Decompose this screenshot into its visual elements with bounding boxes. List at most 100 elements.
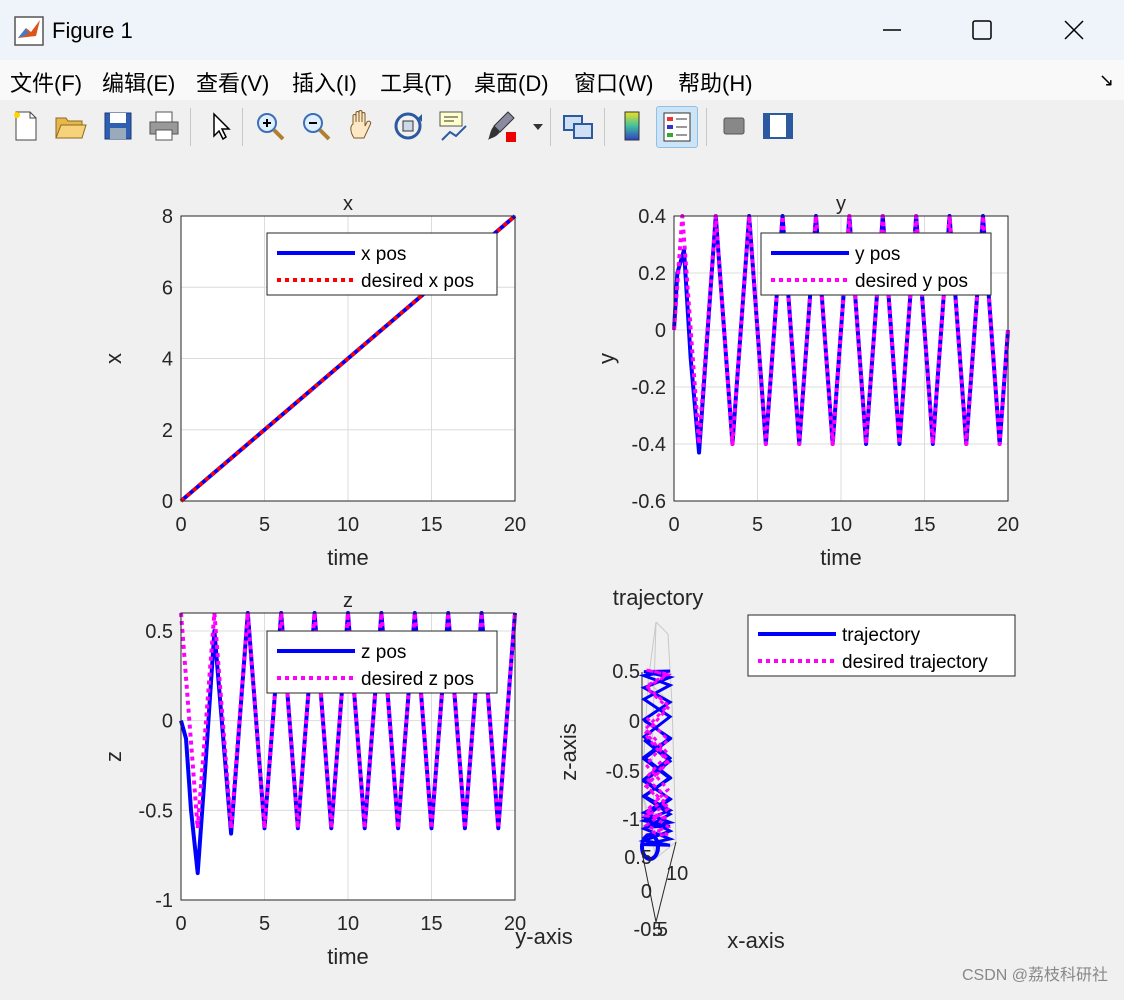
colorbar-icon[interactable] [614, 108, 650, 144]
show-plot-tools-icon[interactable] [760, 108, 796, 144]
menu-edit[interactable]: 编辑(E) [102, 71, 176, 96]
legend-label: trajectory [842, 625, 921, 646]
hide-plot-tools-icon[interactable] [716, 108, 752, 144]
x-tick-label: 5 [259, 913, 270, 935]
menu-insert[interactable]: 插入(I) [292, 71, 357, 96]
legend-label: desired y pos [855, 271, 968, 292]
menu-desktop[interactable]: 桌面(D) [474, 71, 549, 96]
toolbar-separator [604, 108, 605, 146]
z-tick-label: -0.5 [606, 761, 640, 783]
wireframe-line [655, 621, 669, 635]
y-tick-label: -0.5 [139, 800, 173, 822]
y-axis-label: y [594, 353, 619, 364]
z-tick-label: 0 [629, 711, 640, 733]
legend-box [266, 630, 498, 694]
y-tick-label: 6 [162, 277, 173, 299]
menu-window[interactable]: 窗口(W) [574, 71, 654, 96]
legend-label: z pos [361, 642, 406, 663]
maximize-button[interactable] [952, 6, 1012, 54]
legend-box [760, 232, 992, 296]
menu-help[interactable]: 帮助(H) [678, 71, 753, 96]
y-tick-label: 0.5 [145, 621, 173, 643]
y-axis-label: z [101, 751, 126, 762]
series-line [179, 214, 517, 503]
y-tick-label: -0.4 [632, 434, 666, 456]
x-axis-line [655, 841, 677, 923]
y-tick-label: 0 [162, 711, 173, 733]
x-tick-label: 0 [175, 514, 186, 536]
menu-view[interactable]: 查看(V) [196, 71, 270, 96]
menu-tools[interactable]: 工具(T) [380, 71, 453, 96]
zoom-in-icon[interactable] [252, 108, 288, 144]
y-tick-label: 2 [162, 420, 173, 442]
y-tick-label: 0.5 [624, 847, 652, 869]
menu-bar: 文件(F) 编辑(E) 查看(V) 插入(I) 工具(T) 桌面(D) 窗口(W… [0, 60, 1124, 100]
x-tick-label: 10 [337, 913, 359, 935]
zoom-out-icon[interactable] [298, 108, 334, 144]
toolbar [0, 100, 1124, 153]
axes-frame [673, 215, 1009, 502]
axes-title: y [836, 193, 846, 215]
z-tick-label: -1 [622, 809, 640, 831]
x-tick-label: 20 [997, 514, 1019, 536]
figure-canvas: 0 5 10 15 20 0 2 4 6 8 x time x x pos desired x pos 0 5 1… [0, 152, 1124, 995]
minimize-button[interactable] [862, 6, 922, 54]
y-tick-label: 4 [162, 349, 173, 371]
trajectory-line [640, 833, 660, 861]
wireframe-line [671, 703, 677, 843]
toolbar-separator [706, 108, 707, 146]
select-arrow-icon[interactable] [202, 108, 238, 144]
x-tick-label: 10 [830, 514, 852, 536]
data-cursor-icon[interactable] [436, 108, 472, 144]
y-axis-label: x [101, 353, 126, 364]
y-tick-label: -0.6 [632, 491, 666, 513]
x-tick-label: 15 [420, 913, 442, 935]
toolbar-separator [550, 108, 551, 146]
menu-file[interactable]: 文件(F) [10, 71, 83, 96]
minimize-icon [883, 29, 901, 31]
x-axis-label: time [327, 944, 369, 969]
x-tick-label: 10 [666, 863, 688, 885]
x-tick-label: 5 [752, 514, 763, 536]
y-tick-label: 0 [641, 881, 652, 903]
x-axis-label: time [327, 545, 369, 570]
close-button[interactable] [1044, 6, 1104, 54]
wireframe-line [655, 841, 677, 859]
legend-box [266, 232, 498, 296]
y-tick-label: 0 [655, 320, 666, 342]
watermark-text: CSDN @荔枝科研社 [961, 967, 1108, 984]
y-tick-label: 0.2 [638, 263, 666, 285]
link-plot-icon[interactable] [560, 108, 596, 144]
z-tick-label: 0.5 [612, 661, 640, 683]
dock-arrow-icon[interactable]: ↘ [1098, 70, 1114, 90]
x-tick-label: 20 [504, 913, 526, 935]
axes-title: z [343, 590, 353, 612]
pan-hand-icon[interactable] [344, 108, 380, 144]
y-tick-label: -1 [155, 890, 173, 912]
y-axis-label: y-axis [515, 924, 572, 949]
new-figure-icon[interactable] [8, 108, 44, 144]
matlab-logo-icon [14, 16, 44, 46]
close-icon [1064, 20, 1084, 40]
x-tick-label: 5 [259, 514, 270, 536]
wireframe-line [667, 633, 673, 705]
toolbar-separator [242, 108, 243, 146]
legend-label: desired z pos [361, 669, 474, 690]
legend-button[interactable] [656, 106, 698, 148]
save-icon[interactable] [100, 108, 136, 144]
x-tick-label: 0 [175, 913, 186, 935]
print-icon[interactable] [146, 108, 182, 144]
x-tick-label: 10 [337, 514, 359, 536]
chevron-down-icon[interactable] [532, 122, 544, 132]
z-axis-label: z-axis [556, 723, 581, 780]
axes-title: trajectory [613, 585, 703, 610]
rotate-3d-icon[interactable] [390, 108, 426, 144]
x-tick-label: 20 [504, 514, 526, 536]
x-axis-label: time [820, 545, 862, 570]
open-file-icon[interactable] [52, 108, 88, 144]
y-tick-label: -0.2 [632, 377, 666, 399]
legend-box [747, 614, 1016, 677]
brush-icon[interactable] [484, 108, 520, 144]
axes-title: x [343, 193, 353, 215]
